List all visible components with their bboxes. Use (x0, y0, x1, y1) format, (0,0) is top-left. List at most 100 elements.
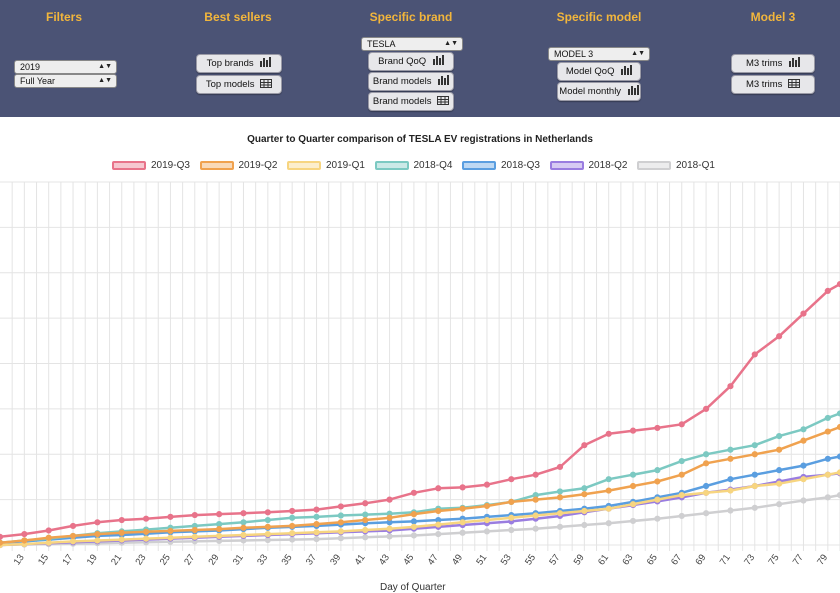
data-point-2019-Q2 (678, 471, 685, 478)
model-select-value: MODEL 3 (554, 49, 594, 59)
data-point-2019-Q1 (824, 471, 831, 478)
data-point-2018-Q4 (337, 512, 344, 519)
x-tick-label: 63 (620, 552, 635, 567)
period-select[interactable]: Full Year ▲▼ (14, 74, 117, 88)
best-sellers-title: Best sellers (204, 10, 272, 24)
data-point-2019-Q1 (45, 539, 52, 546)
legend-item-2018-Q1[interactable]: 2018-Q1 (637, 160, 715, 171)
data-point-2019-Q3 (386, 496, 393, 503)
data-point-2019-Q2 (240, 524, 247, 531)
chart-legend: 2019-Q3 2019-Q2 2019-Q1 2018-Q4 2018-Q3 2018-… (0, 160, 840, 176)
data-point-2018-Q4 (216, 521, 223, 528)
brand-qoq-button[interactable]: Brand QoQ (368, 52, 454, 71)
model-select[interactable]: MODEL 3 ▲▼ (548, 47, 650, 61)
data-point-2019-Q3 (240, 510, 247, 517)
data-point-2018-Q3 (702, 482, 710, 490)
data-point-2019-Q2 (508, 498, 515, 505)
data-point-2019-Q1 (142, 535, 150, 542)
x-tick-label: 53 (499, 552, 514, 567)
data-point-2019-Q1 (629, 501, 637, 508)
data-point-2018-Q1 (629, 517, 637, 525)
data-point-2018-Q1 (483, 528, 491, 535)
data-point-2019-Q1 (836, 469, 840, 476)
legend-swatch (199, 161, 234, 170)
data-point-2019-Q2 (410, 511, 418, 518)
x-tick-label: 41 (353, 552, 368, 567)
specific-model-section: Specific model MODEL 3 ▲▼ Model QoQ Mode… (538, 0, 660, 117)
model-qoq-label: Model QoQ (565, 66, 615, 77)
x-tick-label: 57 (547, 552, 562, 567)
line-chart: 13 15 17 19 21 23 25 27 29 31 33 35 37 39 41 43 45 47 49 51… (0, 181, 840, 567)
data-point-2019-Q3 (727, 383, 734, 390)
brand-models-table-button[interactable]: Brand models (368, 92, 454, 111)
data-point-2019-Q2 (216, 526, 223, 533)
legend-item-2019-Q3[interactable]: 2019-Q3 (112, 160, 190, 171)
data-point-2019-Q1 (508, 514, 515, 521)
data-point-2018-Q3 (727, 476, 734, 483)
x-tick-label: 43 (377, 552, 392, 567)
top-nav-bar: Filters 2019 ▲▼ Full Year ▲▼ Best seller… (0, 0, 840, 117)
data-point-2018-Q4 (702, 451, 710, 458)
data-point-2018-Q4 (751, 442, 758, 449)
model-3-title: Model 3 (750, 10, 796, 24)
chevron-updown-icon: ▲▼ (98, 63, 112, 70)
data-point-2019-Q1 (678, 491, 685, 499)
data-point-2019-Q1 (337, 528, 344, 535)
data-point-2019-Q2 (776, 446, 783, 453)
legend-item-2019-Q2[interactable]: 2019-Q2 (199, 160, 277, 171)
legend-item-2018-Q3[interactable]: 2018-Q3 (462, 160, 540, 171)
legend-item-2018-Q4[interactable]: 2018-Q4 (374, 160, 452, 171)
data-point-2018-Q4 (629, 471, 637, 478)
x-tick-label: 33 (255, 552, 270, 567)
legend-item-2018-Q2[interactable]: 2018-Q2 (549, 160, 627, 171)
brand-select-value: TESLA (367, 39, 396, 49)
x-tick-label: 37 (304, 552, 319, 567)
data-point-2019-Q2 (702, 460, 710, 467)
data-point-2019-Q3 (751, 351, 758, 358)
year-select[interactable]: 2019 ▲▼ (14, 60, 117, 74)
m3-trims-table-button[interactable]: M3 trims (731, 75, 815, 94)
data-point-2019-Q3 (142, 515, 150, 522)
series-line-2018-Q3 (0, 455, 840, 544)
data-point-2019-Q3 (702, 405, 710, 412)
top-brands-button[interactable]: Top brands (196, 54, 282, 73)
data-point-2019-Q2 (605, 487, 612, 494)
legend-swatch (637, 161, 671, 170)
period-select-value: Full Year (20, 76, 56, 86)
data-point-2018-Q4 (727, 446, 734, 453)
data-point-2018-Q4 (800, 426, 807, 433)
model-3-section: Model 3 M3 trims M3 trims (718, 0, 828, 117)
data-point-2018-Q3 (824, 455, 831, 462)
brand-select[interactable]: TESLA ▲▼ (361, 37, 463, 51)
model-qoq-button[interactable]: Model QoQ (557, 62, 641, 81)
series-line-2019-Q3 (0, 283, 840, 539)
legend-label: 2019-Q1 (326, 160, 365, 171)
data-point-2019-Q2 (435, 507, 442, 515)
data-point-2018-Q1 (751, 504, 758, 511)
model-monthly-button[interactable]: Model monthly (557, 82, 641, 101)
data-point-2018-Q1 (776, 501, 783, 508)
data-point-2019-Q3 (191, 511, 198, 519)
best-sellers-section: Best sellers Top brands Top models (176, 0, 300, 117)
data-point-2018-Q4 (556, 488, 564, 495)
top-models-button[interactable]: Top models (196, 75, 282, 94)
data-point-2019-Q1 (751, 482, 758, 490)
data-point-2019-Q3 (45, 527, 52, 534)
legend-item-2019-Q1[interactable]: 2019-Q1 (287, 160, 365, 171)
data-point-2019-Q2 (313, 521, 320, 528)
m3-trims-chart-button[interactable]: M3 trims (731, 54, 815, 73)
brand-models-chart-button[interactable]: Brand models (368, 72, 454, 91)
data-point-2019-Q3 (629, 427, 637, 434)
chart-title: Quarter to Quarter comparison of TESLA E… (247, 134, 593, 145)
data-point-2019-Q3 (824, 287, 831, 295)
data-point-2018-Q4 (654, 467, 661, 474)
data-point-2019-Q2 (386, 514, 393, 521)
data-point-2018-Q1 (386, 533, 393, 540)
x-tick-label: 67 (669, 552, 684, 567)
data-point-2018-Q4 (313, 513, 320, 520)
data-point-2019-Q3 (289, 507, 296, 515)
data-point-2019-Q3 (654, 424, 661, 432)
legend-swatch (462, 161, 496, 170)
data-point-2018-Q1 (362, 534, 369, 541)
legend-swatch (112, 161, 146, 170)
